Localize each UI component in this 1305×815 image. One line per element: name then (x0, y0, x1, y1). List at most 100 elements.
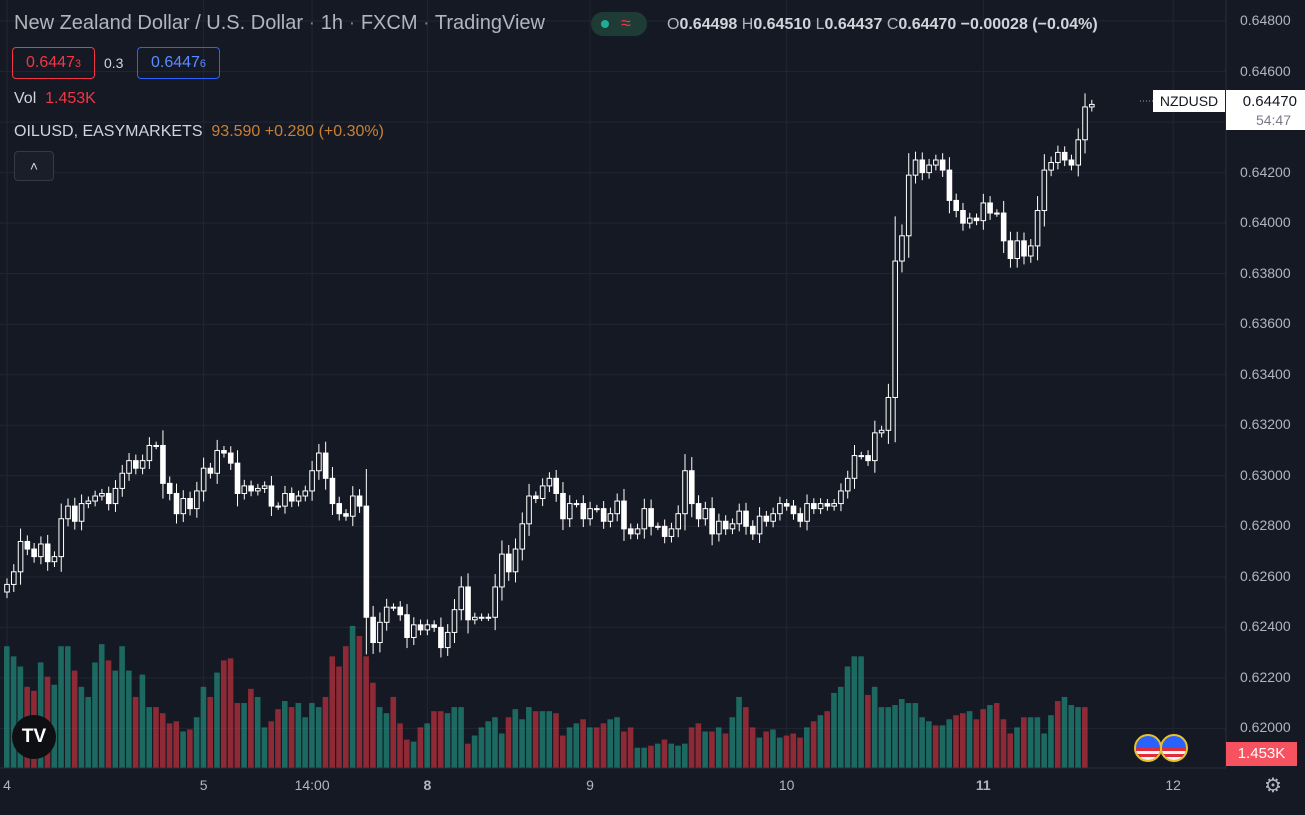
us-flag-event-icon[interactable] (1134, 734, 1162, 762)
gear-icon[interactable]: ⚙ (1264, 775, 1282, 797)
volume-bar (702, 731, 708, 768)
data-source: FXCM (360, 12, 418, 34)
candle-down (621, 500, 627, 530)
volume-bar (641, 747, 647, 768)
volume-bar (410, 741, 417, 768)
price-tick-label: 0.64200 (1240, 163, 1291, 180)
candle-down (187, 498, 193, 510)
volume-bar (1068, 705, 1075, 768)
volume-bar (241, 703, 247, 768)
overlay-legend[interactable]: OILUSD, EASYMARKETS 93.590 +0.280 (+0.30… (14, 123, 384, 141)
candle-down (397, 606, 404, 616)
candle-up (607, 513, 614, 522)
buy-button[interactable]: 0.64476 (137, 47, 220, 79)
volume-legend[interactable]: Vol 1.453K (14, 90, 96, 107)
price-tick-label: 0.62200 (1240, 668, 1291, 685)
chevron-up-icon: ˄ (29, 158, 39, 174)
volume-bar (600, 723, 607, 768)
volume-tag: 1.453K (1226, 742, 1297, 766)
candle-up (966, 217, 973, 224)
tradingview-logo[interactable]: TV (12, 715, 56, 759)
candle-down (709, 508, 715, 535)
volume-bar (709, 731, 715, 768)
volume-bar (566, 727, 573, 768)
candle-up (282, 492, 288, 507)
candle-down (600, 508, 607, 522)
candle-up (119, 472, 126, 489)
interval[interactable]: 1h (320, 12, 344, 34)
volume-bar (390, 696, 397, 768)
volume-bar (370, 682, 376, 768)
volume-bar (295, 703, 302, 768)
volume-bar (1034, 717, 1041, 768)
us-flag-event-icon[interactable] (1160, 734, 1188, 762)
time-tick-label: 11 (975, 777, 991, 793)
candle-down (939, 159, 946, 171)
candle-down (288, 492, 295, 502)
volume-bar (214, 672, 220, 768)
volume-bar (281, 701, 288, 768)
volume-bar (336, 666, 342, 768)
candle-down (1061, 151, 1068, 161)
collapse-legend-button[interactable]: ˄ (14, 151, 54, 181)
volume-bar (458, 707, 464, 768)
volume-bar (587, 727, 593, 768)
sell-button[interactable]: 0.64473 (12, 47, 95, 79)
candle-up (424, 624, 431, 631)
candle-up (587, 508, 593, 520)
chart-title[interactable]: New Zealand Dollar / U.S. Dollar · 1h · … (14, 12, 545, 34)
candle-down (743, 510, 749, 527)
candle-up (844, 477, 851, 492)
volume-bar (546, 711, 552, 768)
candle-up (1014, 240, 1021, 260)
volume-bar (471, 735, 478, 768)
candle-down (797, 513, 804, 522)
volume-bar (932, 725, 939, 768)
candle-up (275, 505, 281, 508)
candle-down (329, 477, 336, 505)
candle-up (770, 513, 776, 522)
market-status-badge[interactable]: ≈ (591, 12, 647, 36)
volume-bar (946, 719, 953, 768)
time-tick-label: 5 (199, 777, 208, 793)
volume-bar (234, 703, 241, 768)
candle-down (166, 482, 173, 494)
candle-up (994, 212, 1000, 215)
candle-up (295, 495, 302, 502)
candle-down (505, 553, 512, 573)
candle-up (78, 503, 85, 522)
candle-down (722, 520, 729, 530)
volume-bar (478, 727, 485, 768)
volume-bar (770, 729, 776, 768)
candle-up (878, 429, 885, 434)
low-value: 0.64437 (824, 16, 883, 33)
volume-bar (858, 656, 864, 768)
volume-bar (1075, 707, 1081, 768)
candle-up (451, 609, 458, 633)
candle-up (1055, 151, 1061, 164)
candle-down (322, 452, 329, 479)
price-candles (4, 93, 1095, 658)
volume-bar (159, 713, 166, 768)
candle-up (777, 503, 783, 515)
candle-up (539, 485, 546, 500)
volume-bar (51, 684, 58, 768)
candle-up (668, 528, 675, 537)
volume-bar (912, 703, 919, 768)
last-price-tag: 0.64470 54:47 (1226, 90, 1305, 130)
volume-bar (736, 696, 742, 768)
overlay-value: 93.590 +0.280 (+0.30%) (211, 123, 384, 140)
time-tick-label: 14:00 (294, 777, 330, 793)
volume-bar (559, 735, 566, 768)
volume-bar (980, 709, 986, 768)
candle-down (438, 626, 444, 649)
volume-bar (837, 686, 844, 768)
volume-bar (315, 707, 322, 768)
candle-up (614, 500, 621, 515)
price-tick-label: 0.63200 (1240, 416, 1291, 433)
volume-bar (532, 711, 539, 768)
volume-bar (119, 646, 125, 768)
candle-down (72, 505, 78, 522)
volume-bar (166, 723, 173, 768)
